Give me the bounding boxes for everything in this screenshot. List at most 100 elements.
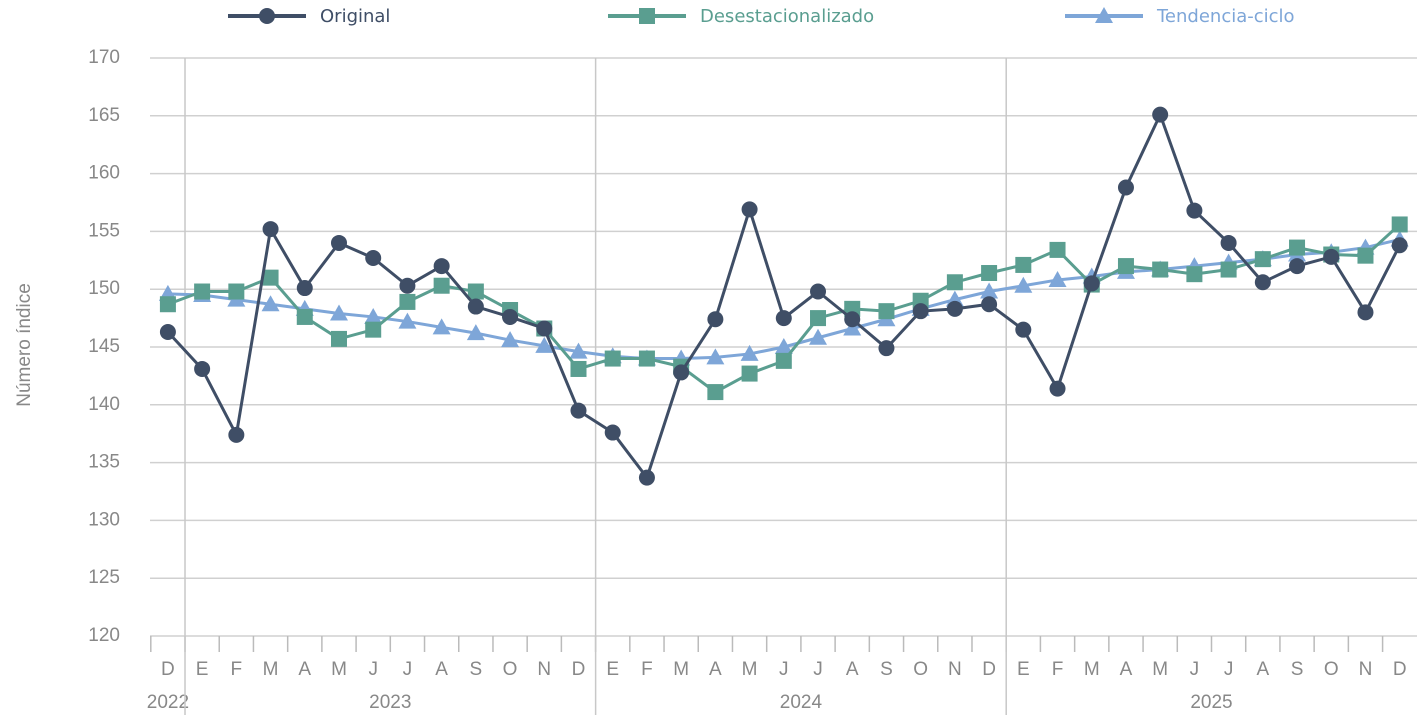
y-tick-label: 130 (88, 509, 120, 530)
data-point (159, 323, 176, 340)
x-tick-label: J (1190, 659, 1200, 680)
legend-marker (639, 8, 655, 24)
x-tick-label: M (331, 659, 347, 680)
data-point (980, 282, 999, 299)
data-point (228, 426, 245, 443)
data-point (1254, 274, 1271, 291)
x-tick-label: O (913, 659, 928, 680)
data-point (1015, 321, 1032, 338)
data-point (466, 324, 485, 341)
data-point (981, 265, 998, 282)
x-tick-label: A (1256, 659, 1269, 680)
data-point (946, 274, 963, 291)
data-point (329, 304, 348, 321)
x-tick-label: S (1291, 659, 1304, 680)
data-point (399, 277, 416, 294)
legend-label: Desestacionalizado (700, 6, 874, 27)
data-point (1220, 261, 1237, 278)
data-point (741, 365, 758, 382)
data-point (673, 364, 690, 381)
data-point (262, 221, 279, 238)
data-point (194, 283, 211, 300)
series-line (166, 110, 1402, 481)
x-tick-label: J (813, 659, 823, 680)
data-point (399, 293, 416, 310)
x-tick-label: D (572, 659, 586, 680)
data-point (1391, 237, 1408, 254)
data-point (570, 402, 587, 419)
data-point (194, 360, 211, 377)
x-tick-label: A (1120, 659, 1133, 680)
x-tick-label: E (1017, 659, 1030, 680)
data-point (467, 298, 484, 315)
data-point (1083, 275, 1100, 292)
data-point (1289, 239, 1306, 256)
x-tick-label: A (298, 659, 311, 680)
x-tick-label: O (1324, 659, 1339, 680)
x-tick-label: F (641, 659, 653, 680)
data-point (981, 296, 998, 313)
legend-marker (1095, 7, 1113, 23)
year-label: 2023 (369, 692, 411, 713)
x-tick-label: F (231, 659, 243, 680)
data-point (810, 283, 827, 300)
data-point (159, 296, 176, 313)
x-tick-label: M (263, 659, 279, 680)
x-tick-label: N (948, 659, 962, 680)
data-point (878, 340, 895, 357)
x-tick-label: J (779, 659, 789, 680)
data-point (1152, 261, 1169, 278)
data-point (364, 307, 383, 324)
data-point (912, 303, 929, 320)
data-point (535, 336, 554, 353)
data-point (1014, 276, 1033, 293)
x-tick-label: A (709, 659, 722, 680)
data-point (330, 330, 347, 347)
x-tick-label: M (673, 659, 689, 680)
data-point (330, 234, 347, 251)
year-label: 2025 (1190, 692, 1232, 713)
data-point (1323, 248, 1340, 265)
data-point (536, 320, 553, 337)
data-point (433, 277, 450, 294)
year-label: 2022 (147, 692, 189, 713)
data-point (1049, 241, 1066, 258)
data-point (365, 249, 382, 266)
data-point (467, 283, 484, 300)
x-tick-label: M (1084, 659, 1100, 680)
data-point (569, 342, 588, 359)
data-point (1391, 216, 1408, 233)
data-point (1186, 266, 1203, 283)
data-point (638, 350, 655, 367)
data-point (878, 303, 895, 320)
data-point (1220, 234, 1237, 251)
x-tick-label: D (982, 659, 996, 680)
x-tick-label: J (1224, 659, 1234, 680)
legend-label: Original (320, 6, 390, 27)
data-point (1049, 380, 1066, 397)
data-point (774, 338, 793, 354)
data-point (1357, 304, 1374, 321)
data-point (604, 350, 621, 367)
data-point (296, 280, 313, 297)
data-point (296, 308, 313, 325)
y-tick-label: 155 (88, 220, 120, 241)
data-point (775, 352, 792, 369)
x-tick-label: N (1359, 659, 1373, 680)
x-tick-label: S (880, 659, 893, 680)
data-point (707, 384, 724, 401)
x-tick-label: M (1152, 659, 1168, 680)
data-point (1117, 179, 1134, 196)
data-point (262, 269, 279, 286)
data-point (1117, 258, 1134, 275)
legend-marker (259, 8, 275, 24)
y-tick-label: 165 (88, 105, 120, 126)
x-tick-label: F (1052, 659, 1064, 680)
x-tick-label: O (503, 659, 518, 680)
x-tick-label: N (537, 659, 551, 680)
y-tick-label: 145 (88, 336, 120, 357)
y-tick-label: 170 (88, 47, 120, 68)
data-point (740, 344, 759, 361)
data-point (365, 321, 382, 338)
